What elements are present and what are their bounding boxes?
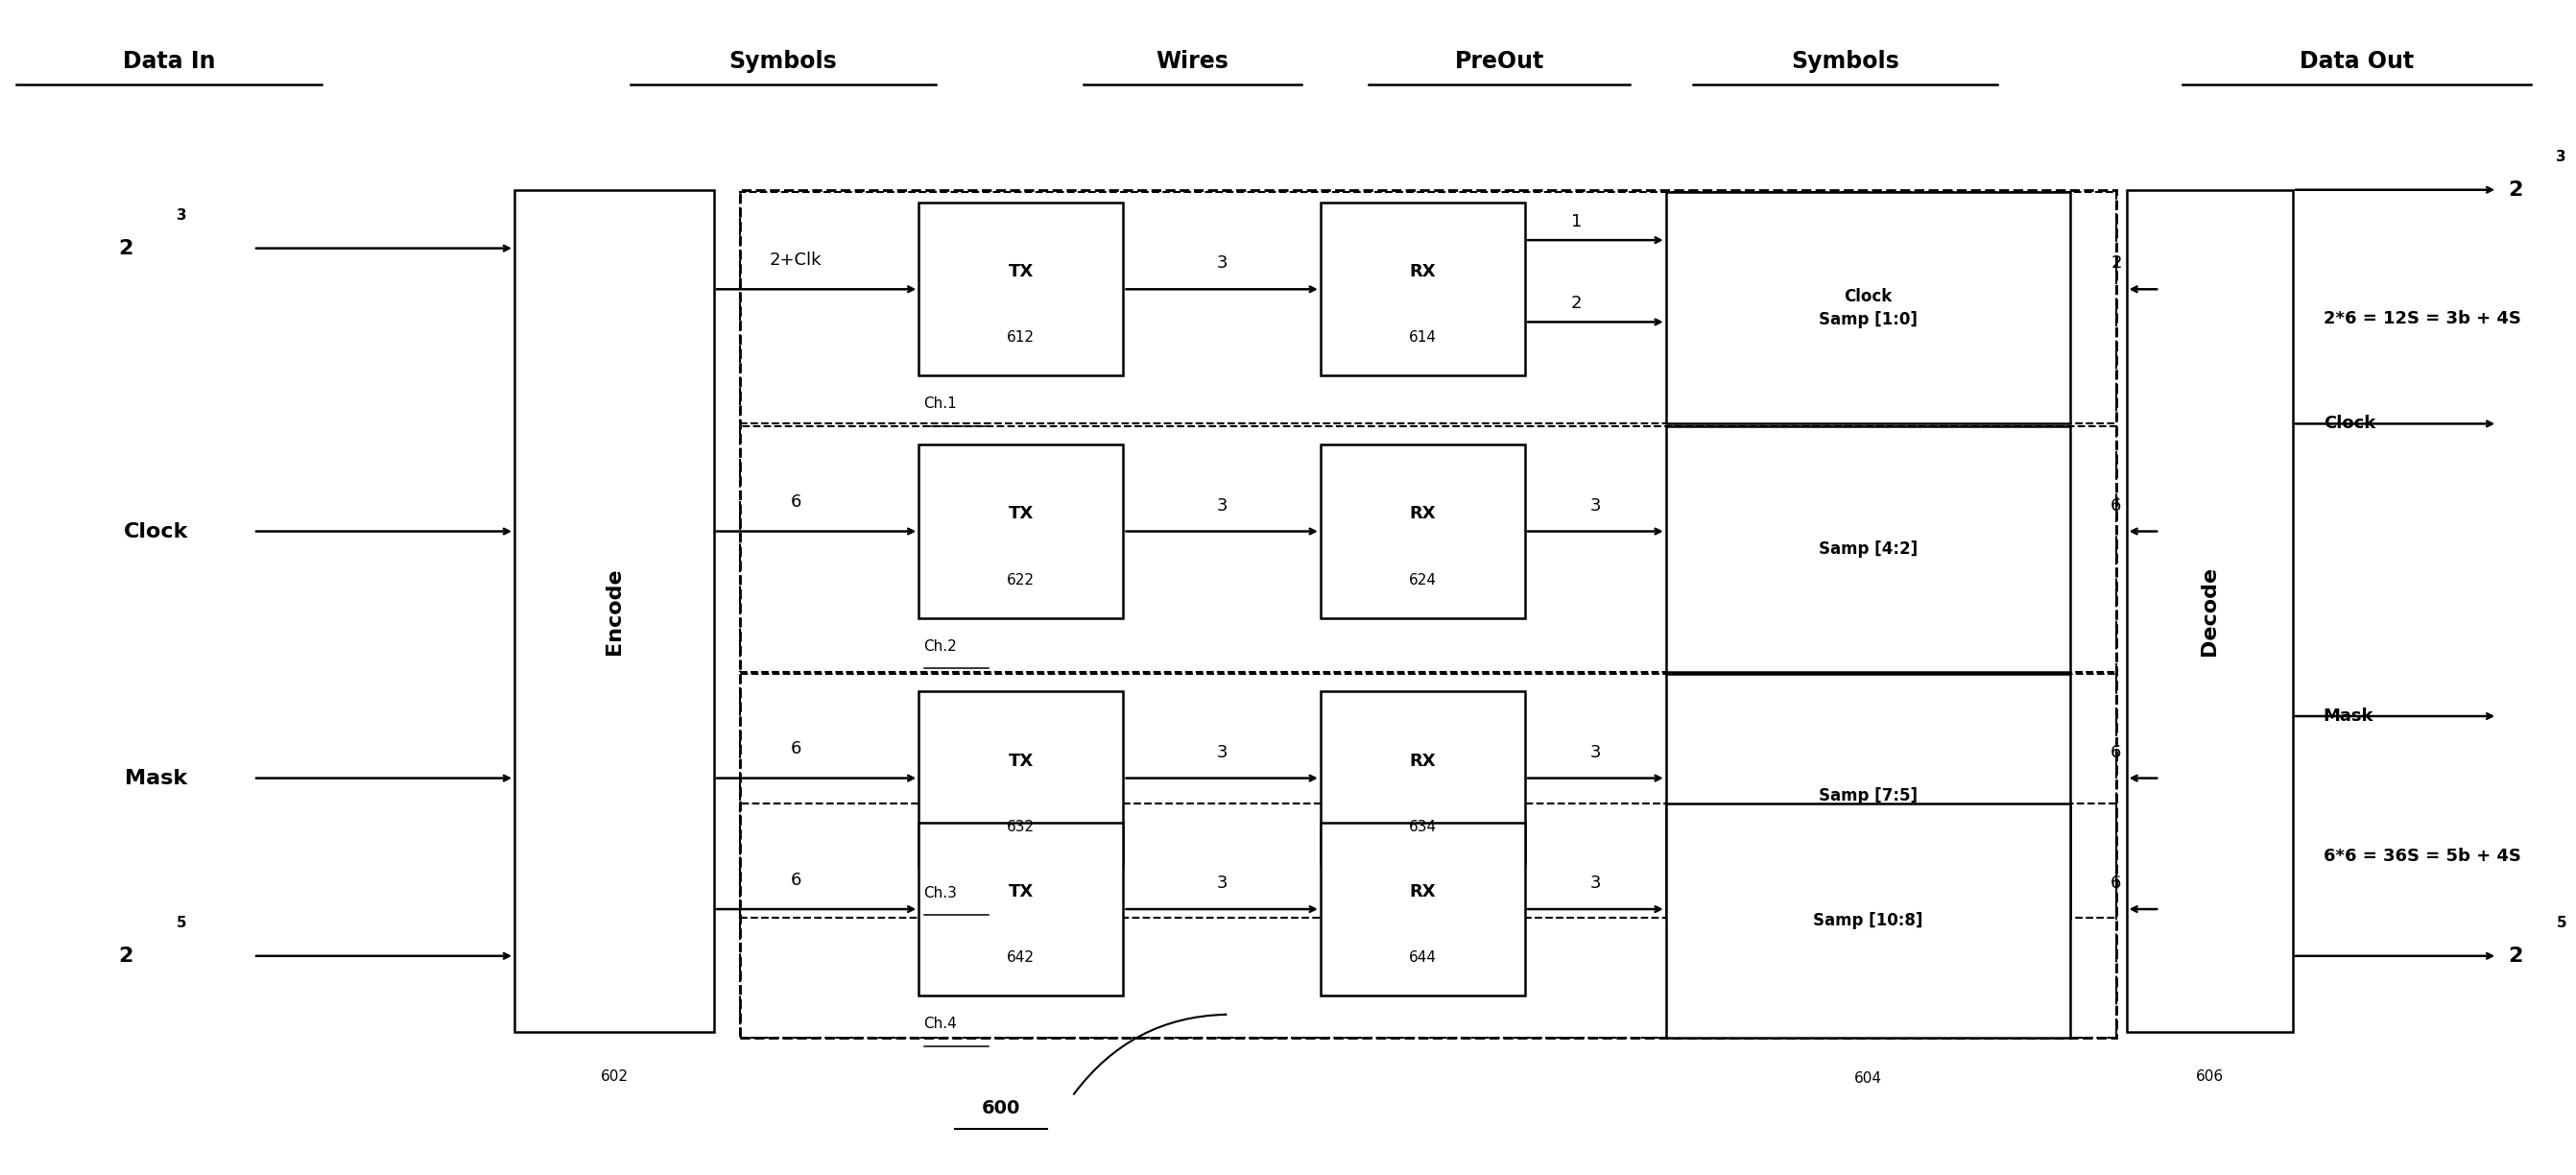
Bar: [1667, 804, 2071, 1038]
Bar: [1667, 193, 2071, 424]
Text: 6: 6: [2110, 874, 2123, 892]
Text: 2: 2: [118, 239, 134, 257]
Text: 6: 6: [2110, 497, 2123, 515]
Text: TX: TX: [1007, 884, 1033, 900]
Text: Decode: Decode: [2200, 566, 2218, 656]
Text: 3: 3: [1589, 497, 1602, 515]
Text: Ch.4: Ch.4: [925, 1016, 958, 1032]
Text: 644: 644: [1409, 951, 1437, 965]
Text: Samp [4:2]: Samp [4:2]: [1819, 541, 1917, 558]
Text: 6: 6: [2110, 744, 2123, 761]
Text: 642: 642: [1007, 951, 1036, 965]
Text: 622: 622: [1007, 572, 1036, 588]
Bar: [739, 804, 2117, 1038]
Text: Mask: Mask: [126, 768, 188, 787]
Bar: [739, 674, 2117, 918]
Text: Mask: Mask: [2324, 707, 2375, 725]
Text: 3: 3: [2555, 150, 2566, 165]
Text: 3: 3: [1216, 255, 1226, 273]
Bar: [1321, 822, 1525, 995]
Text: 2+Clk: 2+Clk: [770, 251, 822, 269]
Text: Ch.1: Ch.1: [925, 397, 958, 411]
Bar: [920, 445, 1123, 618]
Bar: [920, 202, 1123, 376]
Text: TX: TX: [1007, 263, 1033, 281]
Text: 3: 3: [1216, 497, 1226, 515]
Bar: [1321, 445, 1525, 618]
Bar: [1321, 692, 1525, 865]
Text: 6: 6: [791, 740, 801, 758]
Bar: [920, 692, 1123, 865]
Text: Ch.3: Ch.3: [925, 886, 958, 900]
Text: Samp [7:5]: Samp [7:5]: [1819, 787, 1917, 805]
Text: 2: 2: [2110, 255, 2123, 273]
Text: 614: 614: [1409, 330, 1437, 345]
Text: 5: 5: [2555, 916, 2566, 931]
Text: 634: 634: [1409, 819, 1437, 834]
Text: 3: 3: [1589, 874, 1602, 892]
Text: 604: 604: [1855, 1072, 1883, 1086]
Text: 6*6 = 36S = 5b + 4S: 6*6 = 36S = 5b + 4S: [2324, 848, 2522, 865]
Text: Clock: Clock: [2324, 415, 2375, 432]
Text: 2: 2: [118, 946, 134, 966]
Text: RX: RX: [1409, 505, 1435, 523]
Text: 632: 632: [1007, 819, 1036, 834]
Bar: [739, 427, 2117, 672]
Text: 2: 2: [2506, 946, 2522, 966]
Text: 5: 5: [178, 916, 188, 931]
Bar: [1667, 427, 2071, 672]
Text: Symbols: Symbols: [1790, 49, 1899, 73]
Text: 6: 6: [791, 872, 801, 888]
Text: Data Out: Data Out: [2300, 49, 2414, 73]
Text: TX: TX: [1007, 752, 1033, 770]
Text: Encode: Encode: [605, 568, 623, 654]
Text: Data In: Data In: [124, 49, 216, 73]
Bar: [920, 822, 1123, 995]
Text: Clock: Clock: [124, 522, 188, 541]
Text: 2: 2: [1571, 295, 1582, 311]
Text: RX: RX: [1409, 884, 1435, 900]
Text: 602: 602: [600, 1069, 629, 1083]
Text: RX: RX: [1409, 263, 1435, 281]
Bar: [1321, 202, 1525, 376]
Text: 3: 3: [1589, 744, 1602, 761]
Bar: [739, 193, 2117, 424]
Bar: [739, 190, 2117, 1038]
Text: 612: 612: [1007, 330, 1036, 345]
Text: PreOut: PreOut: [1455, 49, 1543, 73]
Text: 600: 600: [981, 1099, 1020, 1117]
Text: 6: 6: [791, 493, 801, 511]
FancyArrowPatch shape: [1074, 1014, 1226, 1094]
Text: 2: 2: [2506, 180, 2522, 200]
Text: 2*6 = 12S = 3b + 4S: 2*6 = 12S = 3b + 4S: [2324, 310, 2522, 327]
Text: Samp [10:8]: Samp [10:8]: [1814, 912, 1922, 929]
Text: Symbols: Symbols: [729, 49, 837, 73]
Text: RX: RX: [1409, 752, 1435, 770]
Text: 3: 3: [178, 208, 188, 223]
Text: 624: 624: [1409, 572, 1437, 588]
Bar: [2125, 190, 2293, 1032]
Text: TX: TX: [1007, 505, 1033, 523]
Text: 1: 1: [1571, 213, 1582, 230]
Text: 3: 3: [1216, 874, 1226, 892]
Bar: [515, 190, 714, 1032]
Bar: [1667, 674, 2071, 918]
Text: 3: 3: [1216, 744, 1226, 761]
Text: Ch.2: Ch.2: [925, 639, 958, 653]
Text: Clock
Samp [1:0]: Clock Samp [1:0]: [1819, 288, 1917, 328]
Text: 606: 606: [2195, 1069, 2223, 1083]
Text: Wires: Wires: [1157, 49, 1229, 73]
